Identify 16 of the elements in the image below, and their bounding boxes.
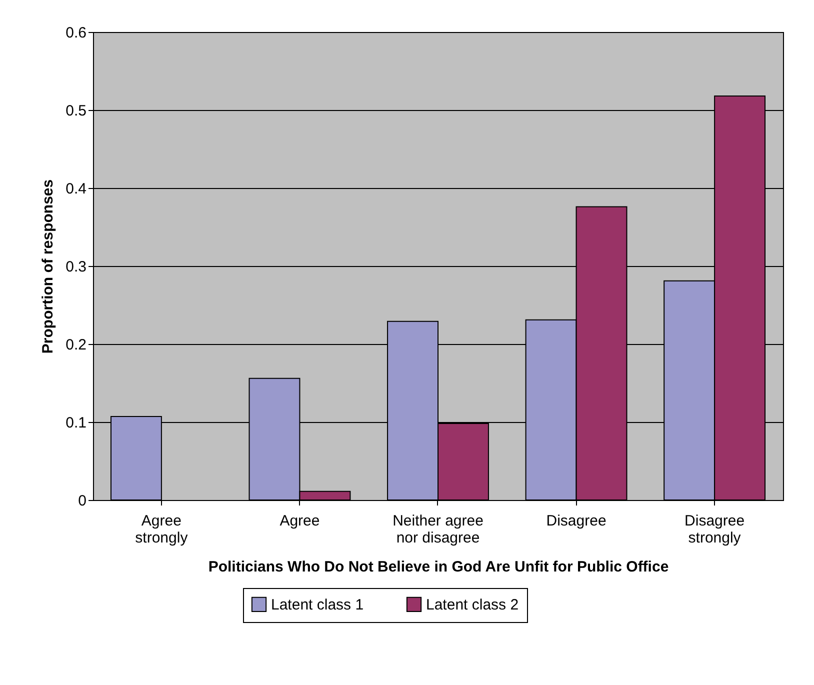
y-tick-label: 0.1 bbox=[66, 414, 86, 432]
y-tick-label: 0 bbox=[78, 492, 86, 510]
x-tick-label: Agree bbox=[280, 512, 320, 530]
x-tick-label: Agree strongly bbox=[135, 512, 188, 546]
y-tick-label: 0.4 bbox=[66, 180, 86, 198]
y-tick-label: 0.2 bbox=[66, 336, 86, 354]
y-axis-title: Proportion of responses bbox=[40, 179, 57, 354]
y-tick-label: 0.5 bbox=[66, 102, 86, 120]
y-tick-label: 0.6 bbox=[66, 24, 86, 42]
x-tick-label: Neither agree nor disagree bbox=[392, 512, 484, 546]
legend-label: Latent class 2 bbox=[426, 596, 519, 614]
legend-label: Latent class 1 bbox=[271, 596, 364, 614]
x-axis-title: Politicians Who Do Not Believe in God Are Unfit for Public Office bbox=[208, 558, 669, 576]
x-tick-label: Disagree strongly bbox=[684, 512, 745, 546]
y-tick-label: 0.3 bbox=[66, 258, 86, 276]
x-tick-label: Disagree bbox=[546, 512, 606, 530]
